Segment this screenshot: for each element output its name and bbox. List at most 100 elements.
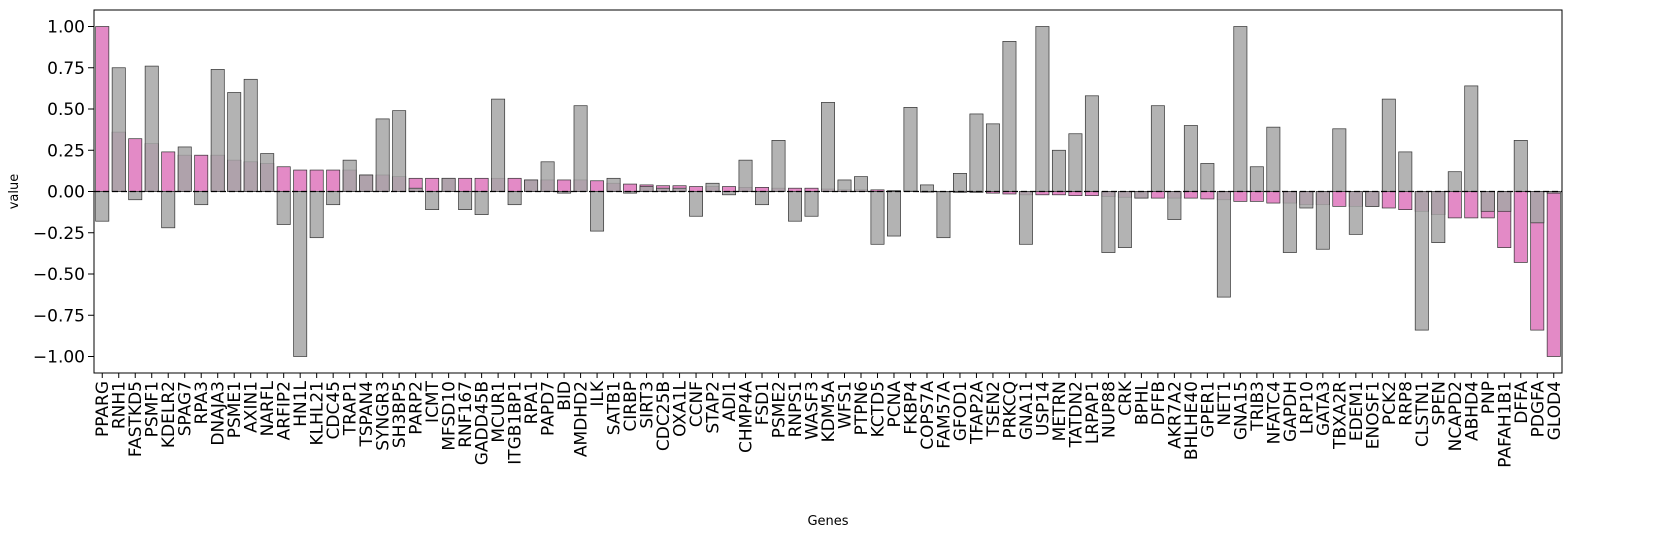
grey-bar-fsd1 xyxy=(755,191,769,206)
pink-bar-rnf167 xyxy=(458,177,473,192)
pink-bar-abhd4 xyxy=(1464,191,1479,219)
y-tick-label: 1.00 xyxy=(47,18,85,38)
grey-bar-prkcq xyxy=(1002,40,1017,192)
x-tick-label: NARFL xyxy=(258,380,278,436)
x-tick-label: USP14 xyxy=(1033,381,1053,436)
x-tick-label: PDGFA xyxy=(1528,381,1548,438)
pink-bar-rpa3 xyxy=(194,154,209,192)
grey-bar-gadd45b xyxy=(474,191,489,215)
x-tick-label: BPHL xyxy=(1132,380,1152,425)
x-tick-label: CCNF xyxy=(687,381,707,427)
pink-bar-klhl21 xyxy=(309,169,324,192)
x-tick-label: RRP8 xyxy=(1396,381,1416,426)
grey-bar-pnp xyxy=(1480,191,1495,212)
pink-bar-hn1l xyxy=(293,169,308,192)
x-tick-label: GADD45B xyxy=(473,381,493,465)
x-tick-label: SPAG7 xyxy=(176,381,196,436)
grey-bar-wfs1 xyxy=(837,179,852,192)
grey-bar-spag7 xyxy=(177,146,192,192)
x-tick-label: GLOD4 xyxy=(1545,381,1565,440)
grey-bar-psmf1 xyxy=(144,65,159,192)
grey-bar-syngr3 xyxy=(375,118,390,192)
grey-bar-pck2 xyxy=(1381,98,1396,192)
grey-bar-gna11 xyxy=(1018,191,1033,245)
x-tick-label: TFAP2A xyxy=(967,381,987,445)
grey-bar-gapdh xyxy=(1282,191,1297,253)
grey-bar-pafah1b1 xyxy=(1497,191,1512,212)
pink-bar-cdc45 xyxy=(326,169,341,192)
grey-bar-bhlhe40 xyxy=(1183,125,1198,192)
pink-bar-rrp8 xyxy=(1398,191,1413,210)
x-tick-label: SYNGR3 xyxy=(374,381,394,451)
pink-bar-lrpap1 xyxy=(1084,191,1099,196)
x-tick-label: ABHD4 xyxy=(1462,381,1482,441)
grey-bar-arfip2 xyxy=(276,191,291,225)
pink-bar-dffb xyxy=(1150,191,1165,199)
pink-bar-itgb1bp1 xyxy=(507,177,522,192)
grey-bar-lrp10 xyxy=(1299,191,1314,209)
grey-bar-narfl xyxy=(260,153,275,192)
x-tick-label: PSME2 xyxy=(770,381,790,438)
pink-bar-pck2 xyxy=(1381,191,1396,209)
x-tick-label: SATB1 xyxy=(605,381,625,435)
grey-bar-icmt xyxy=(425,191,440,210)
grey-bar-spen xyxy=(1431,191,1446,244)
grey-bar-trap1 xyxy=(342,159,357,192)
x-tick-label: FSD1 xyxy=(753,381,773,425)
grey-bar-nfatc4 xyxy=(1266,126,1281,192)
pink-bar-icmt xyxy=(425,177,440,192)
y-axis: 1.00 0.75 0.50 0.25 0.00 −0.25 −0.50 −0.75 −1.00 xyxy=(33,18,94,368)
x-tick-label: GAPDH xyxy=(1281,381,1301,442)
x-tick-label: TRIB3 xyxy=(1248,381,1268,432)
pink-bar-tatdn2 xyxy=(1068,191,1083,196)
grey-bar-dffb xyxy=(1150,105,1165,192)
pink-bar-adi1 xyxy=(722,186,736,192)
y-tick-label: 0.50 xyxy=(47,100,85,120)
x-tick-label: PTPN6 xyxy=(852,381,872,435)
grey-bar-crk xyxy=(1117,191,1132,248)
grey-bar-rnps1 xyxy=(788,191,802,222)
x-tick-label: WFS1 xyxy=(835,381,855,429)
pink-bar-arfip2 xyxy=(276,166,291,192)
pink-bar-dffa xyxy=(1513,191,1528,263)
x-tick-label: EDEM1 xyxy=(1347,381,1367,441)
x-tick-label: FASTKD5 xyxy=(126,381,146,457)
x-tick-label: WASF3 xyxy=(803,381,823,440)
grey-bar-usp14 xyxy=(1035,26,1050,192)
x-tick-label: ICMT xyxy=(423,380,443,423)
grey-bar-clstn1 xyxy=(1414,191,1429,331)
grey-bar-chmp4a xyxy=(738,159,753,192)
x-tick-label: PSME1 xyxy=(225,381,245,438)
grey-bar-tspan4 xyxy=(359,174,374,192)
x-tick-label: RNF167 xyxy=(456,381,476,448)
x-tick-label: FAM57A xyxy=(934,381,954,449)
x-tick-label: RNH1 xyxy=(110,381,130,429)
x-tick-label: GNA11 xyxy=(1017,381,1037,440)
grey-bar-sh3bp5 xyxy=(392,110,407,192)
x-tick-label: TRAP1 xyxy=(341,381,361,436)
x-tick-label: PAFAH1B1 xyxy=(1495,381,1515,468)
pink-bar-bid xyxy=(557,179,572,192)
x-tick-label: PARP2 xyxy=(407,381,427,435)
grey-bar-fam57a xyxy=(936,191,951,239)
pink-bar-glod4 xyxy=(1546,191,1561,357)
x-tick-label: CIRBP xyxy=(621,381,641,432)
grey-bar-enosf1 xyxy=(1365,191,1380,207)
x-tick-label: PPARG xyxy=(93,381,113,437)
pink-bar-fsd1 xyxy=(755,187,769,192)
x-tick-label: MFSD10 xyxy=(440,381,460,451)
grey-bar-psme1 xyxy=(227,92,242,192)
x-tick-label: PSMF1 xyxy=(143,381,163,437)
x-tick-label: LRPAP1 xyxy=(1083,381,1103,444)
grey-bar-tfap2a xyxy=(969,113,984,192)
x-tick-label: DNAJA3 xyxy=(209,381,229,446)
grey-bar-trib3 xyxy=(1249,166,1264,192)
x-tick-label: MCUR1 xyxy=(489,381,509,443)
grey-bar-nup88 xyxy=(1101,191,1116,253)
grey-bar-tbxa2r xyxy=(1332,128,1347,192)
grey-bar-hn1l xyxy=(293,191,308,357)
x-axis: PPARGRNH1FASTKD5PSMF1KDELR2SPAG7RPA3DNAJ… xyxy=(93,373,1565,468)
grey-bar-edem1 xyxy=(1348,191,1363,235)
grey-bar-gfod1 xyxy=(953,173,967,192)
grey-bar-kctd5 xyxy=(870,191,885,245)
